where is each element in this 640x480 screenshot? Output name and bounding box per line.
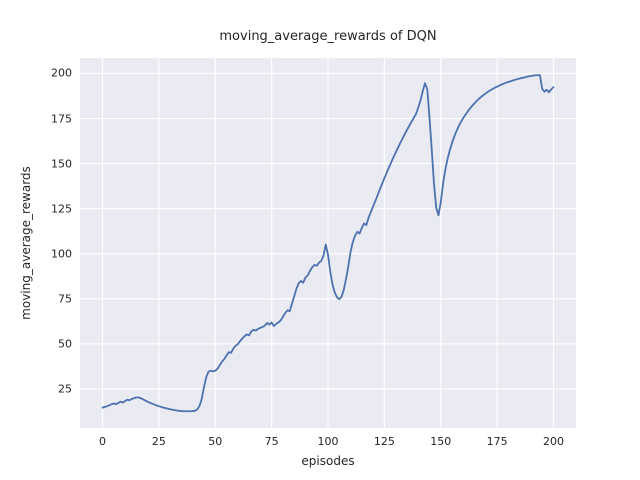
x-tick-label: 100	[317, 435, 339, 448]
y-tick-label: 125	[51, 202, 72, 216]
x-axis-label: episodes	[301, 454, 355, 468]
y-tick-label: 25	[58, 382, 72, 396]
x-tick-label: 175	[486, 435, 508, 448]
x-tick-label: 0	[99, 435, 107, 448]
y-axis-label: moving_average_rewards	[19, 166, 33, 320]
y-tick-label: 50	[58, 337, 72, 351]
y-tick-label: 75	[58, 292, 72, 306]
chart-title: moving_average_rewards of DQN	[219, 29, 437, 44]
x-tick-label: 200	[542, 435, 564, 448]
y-tick-label: 175	[51, 112, 72, 126]
x-tick-label: 75	[264, 435, 279, 448]
x-tick-label: 25	[151, 435, 166, 448]
line-plot	[80, 58, 576, 428]
series-line-moving_average_rewards	[101, 74, 555, 413]
y-tick-label: 150	[51, 157, 72, 171]
plot-area	[80, 58, 576, 428]
x-tick-label: 125	[373, 435, 395, 448]
x-tick-label: 50	[208, 435, 223, 448]
y-tick-label: 100	[51, 247, 72, 261]
x-tick-label: 150	[430, 435, 452, 448]
y-tick-label: 200	[51, 66, 72, 80]
